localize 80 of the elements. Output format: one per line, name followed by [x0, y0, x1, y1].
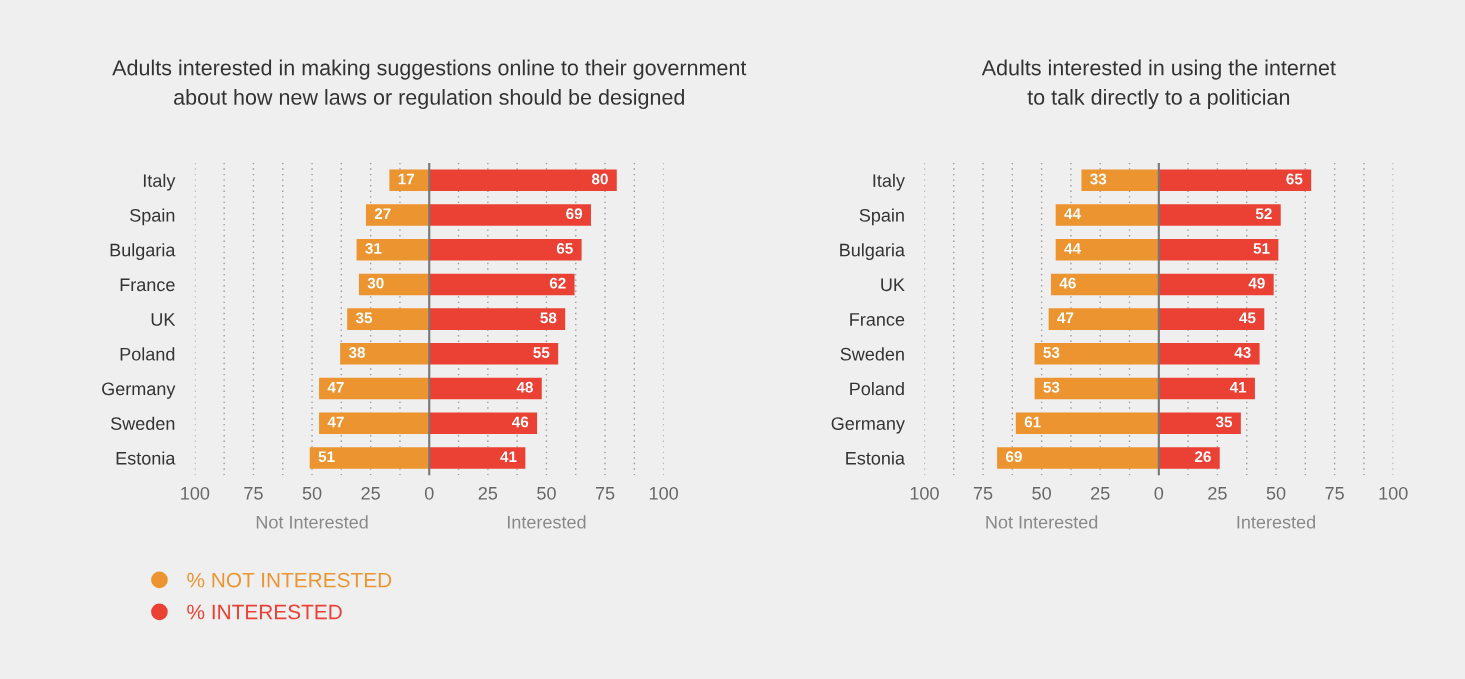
data-label: 47: [1057, 312, 1074, 324]
data-label: 80: [591, 173, 608, 185]
data-label: 48: [516, 381, 533, 393]
x-tick-label: 100: [910, 486, 939, 500]
x-tick-label: 75: [244, 487, 263, 500]
legend-label: % INTERESTED: [187, 604, 342, 620]
y-tick-label: UK: [151, 313, 176, 326]
x-tick-label: 0: [424, 486, 434, 500]
legend-label: % NOT INTERESTED: [187, 572, 392, 588]
y-tick-label: Bulgaria: [840, 243, 905, 261]
data-label: 27: [374, 208, 391, 219]
data-label: 43: [1234, 347, 1251, 358]
data-label: 46: [1059, 277, 1076, 289]
data-label: 55: [533, 347, 550, 358]
x-tick-label: 50: [1266, 486, 1286, 500]
data-label: 69: [1005, 451, 1022, 463]
y-tick-label: Poland: [850, 382, 904, 396]
data-label: 35: [1215, 416, 1233, 428]
x-tick-label: 75: [1325, 487, 1344, 500]
x-tick-label: 25: [478, 486, 498, 500]
chart-title: Adults interested in using the internet to talk directly to a politician: [981, 59, 1336, 110]
text: Not Interested: [986, 515, 1098, 529]
data-label: 26: [1194, 451, 1211, 463]
data-label: 53: [1043, 347, 1060, 358]
y-tick-label: UK: [881, 278, 905, 292]
data-label: 35: [355, 312, 373, 324]
x-tick-label: 0: [1154, 486, 1164, 500]
text: Interested: [507, 515, 586, 529]
data-label: 45: [1239, 312, 1256, 324]
x-tick-label: 25: [361, 486, 380, 500]
data-label: 31: [365, 243, 382, 254]
y-tick-label: Bulgaria: [110, 243, 176, 261]
data-label: 61: [1024, 416, 1041, 428]
x-tick-label: 50: [1032, 486, 1051, 500]
x-tick-label: 75: [595, 487, 615, 500]
data-label: 49: [1248, 277, 1265, 289]
data-label: 38: [348, 347, 366, 358]
y-tick-label: France: [850, 313, 905, 326]
x-tick-label: 25: [1208, 486, 1227, 500]
data-label: 47: [327, 416, 344, 428]
data-label: 44: [1064, 243, 1081, 254]
y-tick-label: Spain: [130, 208, 175, 226]
y-tick-label: Germany: [102, 382, 176, 399]
x-tick-label: 25: [1091, 486, 1110, 500]
data-label: 41: [1229, 381, 1247, 393]
chart-title: Adults interested in making suggestions online to their government about how new laws or regulation should be designed: [112, 59, 747, 110]
y-tick-label: Italy: [143, 173, 176, 191]
data-label: 44: [1064, 208, 1081, 219]
y-tick-label: Estonia: [846, 451, 905, 465]
text: Not Interested: [256, 515, 368, 529]
x-tick-label: 50: [302, 486, 322, 500]
data-label: 62: [549, 277, 566, 289]
text: Interested: [1237, 515, 1315, 529]
data-label: 46: [511, 416, 529, 428]
data-label: 65: [1286, 173, 1303, 185]
y-tick-label: France: [120, 278, 175, 292]
data-label: 17: [398, 173, 415, 185]
data-label: 52: [1255, 208, 1272, 220]
data-label: 33: [1090, 173, 1107, 185]
y-tick-label: Italy: [873, 173, 905, 191]
data-label: 47: [327, 381, 344, 393]
y-tick-label: Sweden: [110, 416, 175, 430]
data-label: 51: [318, 451, 335, 463]
y-tick-label: Spain: [859, 208, 904, 226]
y-tick-label: Estonia: [116, 451, 176, 465]
data-label: 58: [540, 312, 557, 324]
x-tick-label: 100: [649, 486, 678, 500]
x-tick-label: 75: [973, 487, 993, 500]
x-tick-label: 100: [1379, 486, 1408, 500]
x-tick-label: 50: [537, 486, 556, 500]
y-tick-label: Germany: [831, 417, 905, 434]
y-tick-label: Poland: [120, 347, 175, 361]
data-label: 41: [500, 451, 517, 462]
y-tick-label: Sweden: [840, 347, 904, 361]
data-label: 30: [367, 277, 384, 289]
data-label: 53: [1043, 381, 1060, 393]
data-label: 69: [566, 208, 583, 220]
x-tick-label: 100: [181, 486, 210, 500]
data-label: 51: [1253, 243, 1270, 254]
data-label: 65: [556, 243, 573, 254]
